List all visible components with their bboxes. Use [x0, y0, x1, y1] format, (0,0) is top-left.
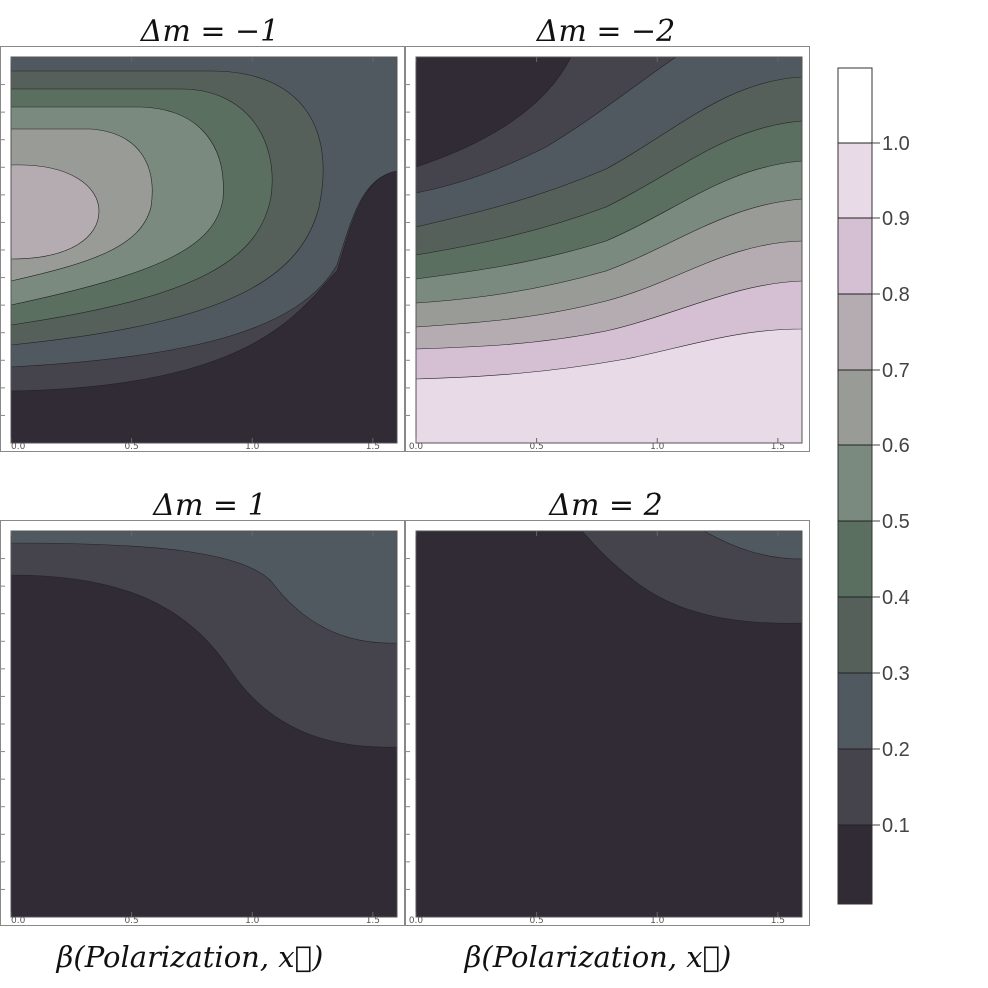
plot-frame — [10, 56, 398, 444]
colorbar-label: 0.3 — [882, 663, 910, 685]
contour-panel-dm-neg2: 0.0 0.5 1.0 1.5 — [405, 46, 810, 452]
x-tick-label: 1.5 — [771, 916, 785, 925]
band — [581, 530, 803, 624]
colorbar-band — [838, 749, 872, 825]
contour-plot-dm-2: 0.0 0.5 1.0 1.5 — [406, 530, 803, 925]
contour-bands — [415, 56, 803, 443]
contour-plot-dm-neg2: 0.0 0.5 1.0 1.5 — [406, 56, 803, 451]
colorbar-label: 0.6 — [882, 435, 910, 457]
panel-title-dm-neg2: Δm = −2 — [536, 14, 676, 49]
x-tick-label: 1.0 — [245, 916, 260, 925]
x-tick-label: 1.5 — [366, 442, 380, 451]
contour-bands — [10, 56, 398, 443]
band — [10, 164, 100, 260]
colorbar-label: 0.7 — [882, 360, 910, 382]
band — [415, 56, 572, 168]
colorbar-band — [838, 445, 872, 521]
colorbar-bands — [838, 68, 872, 904]
x-tick-label: 0.5 — [529, 916, 543, 925]
colorbar-label: 0.8 — [882, 284, 910, 306]
x-tick-label: 1.0 — [650, 442, 665, 451]
colorbar-band — [838, 218, 872, 294]
plot-frame — [415, 56, 803, 444]
x-axis-label-left: β(Polarization, x⃗) — [56, 940, 324, 974]
x-tick-label: 0.0 — [409, 916, 424, 925]
colorbar-label: 0.4 — [882, 587, 910, 609]
colorbar-label: 0.9 — [882, 208, 910, 230]
colorbar-band — [838, 597, 872, 673]
plot-frame — [415, 530, 803, 918]
colorbar-label: 0.1 — [882, 815, 910, 837]
x-tick-label: 0.5 — [124, 916, 138, 925]
x-tick-label: 0.0 — [409, 442, 424, 451]
colorbar: 1.0 0.9 0.8 0.7 0.6 0.5 0.4 0.3 0.2 0.1 — [837, 67, 910, 905]
colorbar-band — [838, 673, 872, 749]
x-tick-label: 0.5 — [124, 442, 138, 451]
colorbar-band — [838, 143, 872, 218]
panel-title-dm-1: Δm = 1 — [153, 488, 267, 523]
colorbar-band — [838, 370, 872, 445]
contour-plot-dm-1: 0.0 0.5 1.0 1.5 — [1, 530, 398, 925]
colorbar-band — [838, 68, 872, 143]
colorbar-label: 0.2 — [882, 739, 910, 761]
band — [10, 530, 398, 644]
colorbar-ticks: 1.0 0.9 0.8 0.7 0.6 0.5 0.4 0.3 0.2 0.1 — [838, 133, 910, 837]
panel-title-dm-2: Δm = 2 — [549, 488, 663, 523]
x-tick-label: 0.0 — [11, 442, 26, 451]
contour-panel-dm-1: 0.0 0.5 1.0 1.5 — [0, 520, 405, 926]
colorbar-label: 1.0 — [882, 133, 910, 155]
contour-bands — [416, 530, 803, 917]
colorbar-frame — [837, 67, 873, 905]
colorbar-band — [838, 825, 872, 904]
contour-bands — [10, 530, 398, 917]
plot-frame — [10, 530, 398, 918]
x-tick-label: 0.5 — [529, 442, 543, 451]
x-tick-label: 0.0 — [11, 916, 26, 925]
x-tick-label: 1.5 — [771, 442, 785, 451]
x-tick-label: 1.0 — [245, 442, 260, 451]
colorbar-label: 0.5 — [882, 511, 910, 533]
contour-plot-dm-neg1: 0.0 0.5 1.0 1.5 — [1, 56, 398, 451]
panel-title-dm-neg1: Δm = −1 — [140, 14, 280, 49]
x-tick-label: 1.0 — [650, 916, 665, 925]
colorbar-band — [838, 294, 872, 370]
contour-panel-dm-2: 0.0 0.5 1.0 1.5 — [405, 520, 810, 926]
x-tick-label: 1.5 — [366, 916, 380, 925]
colorbar-band — [838, 521, 872, 597]
contour-panel-dm-neg1: 0.0 0.5 1.0 1.5 — [0, 46, 405, 452]
x-axis-label-right: β(Polarization, x⃗) — [464, 940, 732, 974]
